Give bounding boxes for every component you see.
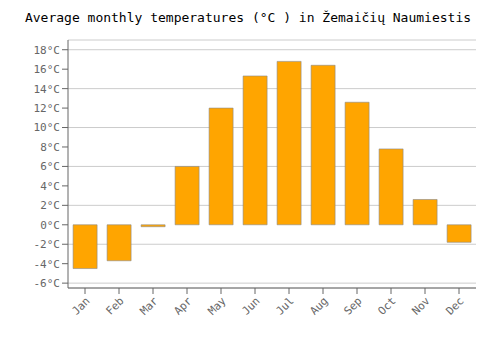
svg-text:Jan: Jan: [69, 294, 92, 317]
svg-text:Jul: Jul: [273, 294, 296, 317]
svg-text:Aug: Aug: [307, 294, 330, 317]
svg-text:Jun: Jun: [239, 294, 262, 317]
svg-text:8°C: 8°C: [40, 141, 60, 154]
svg-text:12°C: 12°C: [34, 102, 61, 115]
svg-text:16°C: 16°C: [34, 63, 61, 76]
html-text:Average monthly temperatures (: Average monthly temperatures (°C ) in Že…: [24, 10, 472, 25]
svg-text:Dec: Dec: [443, 294, 466, 317]
svg-text:-4°C: -4°C: [34, 258, 61, 271]
svg-text:14°C: 14°C: [34, 83, 61, 96]
svg-text:10°C: 10°C: [34, 121, 61, 134]
svg-text:-2°C: -2°C: [34, 238, 61, 251]
svg-text:Feb: Feb: [103, 294, 126, 317]
svg-text:4°C: 4°C: [40, 180, 60, 193]
svg-text:0°C: 0°C: [40, 219, 60, 232]
svg-text:Mar: Mar: [137, 294, 161, 318]
svg-text:May: May: [205, 294, 229, 318]
svg-text:Oct: Oct: [375, 294, 398, 317]
svg-text:Nov: Nov: [409, 294, 433, 318]
svg-text:18°C: 18°C: [34, 44, 61, 57]
svg-text:Sep: Sep: [341, 294, 364, 317]
svg-text:2°C: 2°C: [40, 199, 60, 212]
svg-text:-6°C: -6°C: [34, 277, 61, 290]
svg-text:6°C: 6°C: [40, 160, 60, 173]
svg-text:Apr: Apr: [171, 294, 195, 318]
